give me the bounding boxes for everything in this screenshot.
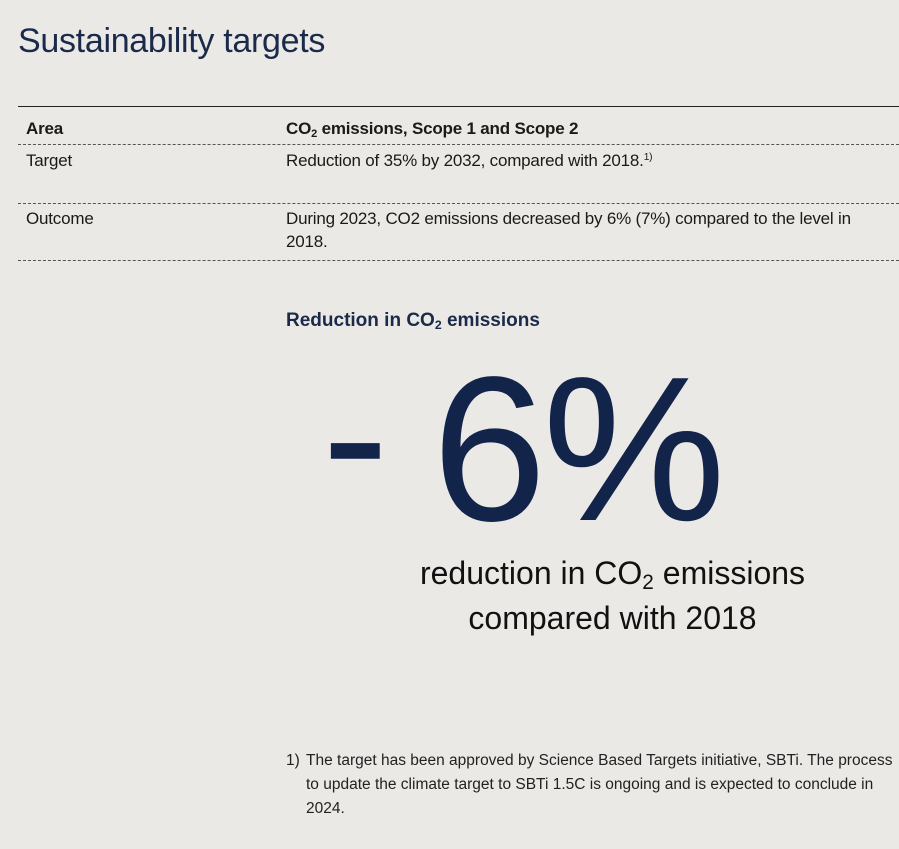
footnote-text: The target has been approved by Science … bbox=[306, 752, 893, 817]
page-title: Sustainability targets bbox=[18, 22, 326, 60]
row-target-label: Target bbox=[26, 151, 73, 170]
header-value: CO2 emissions, Scope 1 and Scope 2 bbox=[286, 119, 579, 140]
header-area: Area bbox=[26, 119, 64, 138]
highlight-caption: reduction in CO2 emissions compared with… bbox=[419, 555, 806, 636]
highlight-heading: Reduction in CO2 emissions bbox=[286, 310, 540, 333]
row-outcome-value: During 2023, CO2 emissions decreased by … bbox=[286, 209, 851, 251]
table-top-rule bbox=[18, 106, 899, 107]
row-divider bbox=[18, 203, 899, 204]
footnote-ref: 1) bbox=[643, 151, 653, 163]
highlight-minus: - bbox=[322, 324, 389, 547]
row-outcome-label: Outcome bbox=[26, 209, 94, 228]
footnote-number: 1) bbox=[286, 752, 300, 769]
highlight-value: 6% bbox=[432, 334, 726, 564]
row-divider bbox=[18, 144, 899, 145]
table-bottom-rule bbox=[18, 260, 899, 261]
footnote: 1) The target has been approved by Scien… bbox=[286, 749, 896, 821]
row-target-value: Reduction of 35% by 2032, compared with … bbox=[286, 151, 653, 170]
